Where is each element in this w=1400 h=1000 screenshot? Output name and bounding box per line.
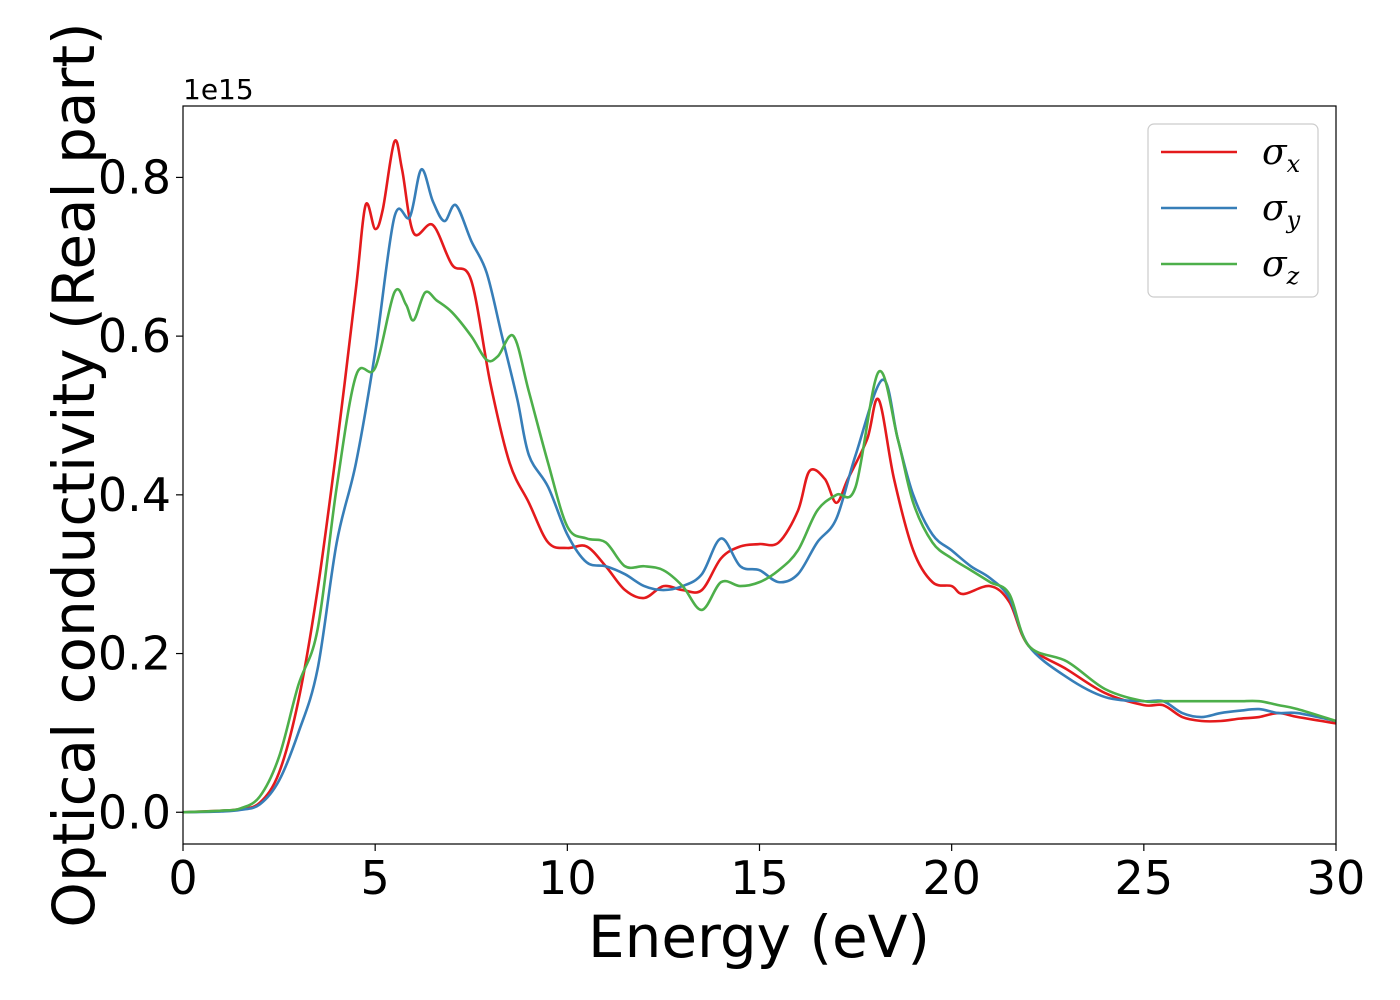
y-tick-label: 0.8 (98, 150, 171, 204)
x-tick-label: 30 (1307, 851, 1366, 905)
y-tick-label: 0.6 (98, 309, 171, 363)
x-tick-label: 15 (730, 851, 789, 905)
x-tick-label: 25 (1115, 851, 1174, 905)
series-line-sigma-z (183, 287, 1336, 814)
y-offset-label: 1e15 (183, 73, 254, 106)
series-line-sigma-x (183, 139, 1336, 814)
y-tick-label: 0.2 (98, 627, 171, 681)
y-tick-label: 0.4 (98, 468, 171, 522)
x-tick-label: 0 (168, 851, 197, 905)
legend-label-sigma-x: σx (1262, 132, 1301, 178)
legend-label-sigma-y: σy (1262, 188, 1301, 234)
series-layer (183, 139, 1336, 814)
ticks-layer: 0 5 10 15 20 25 30 0.0 0.2 0.4 0.6 0.8 (98, 150, 1365, 905)
series-line-sigma-y (183, 168, 1336, 814)
x-tick-label: 20 (922, 851, 981, 905)
legend-label-sigma-z: σz (1262, 244, 1300, 290)
y-axis-title: Optical conductivity (Real part) (40, 22, 108, 927)
x-tick-label: 10 (538, 851, 597, 905)
legend: σx σy σz (1147, 123, 1319, 298)
legend-frame (1147, 123, 1319, 298)
x-tick-label: 5 (361, 851, 390, 905)
y-tick-label: 0.0 (98, 785, 171, 839)
x-axis-title: Energy (eV) (588, 903, 930, 971)
